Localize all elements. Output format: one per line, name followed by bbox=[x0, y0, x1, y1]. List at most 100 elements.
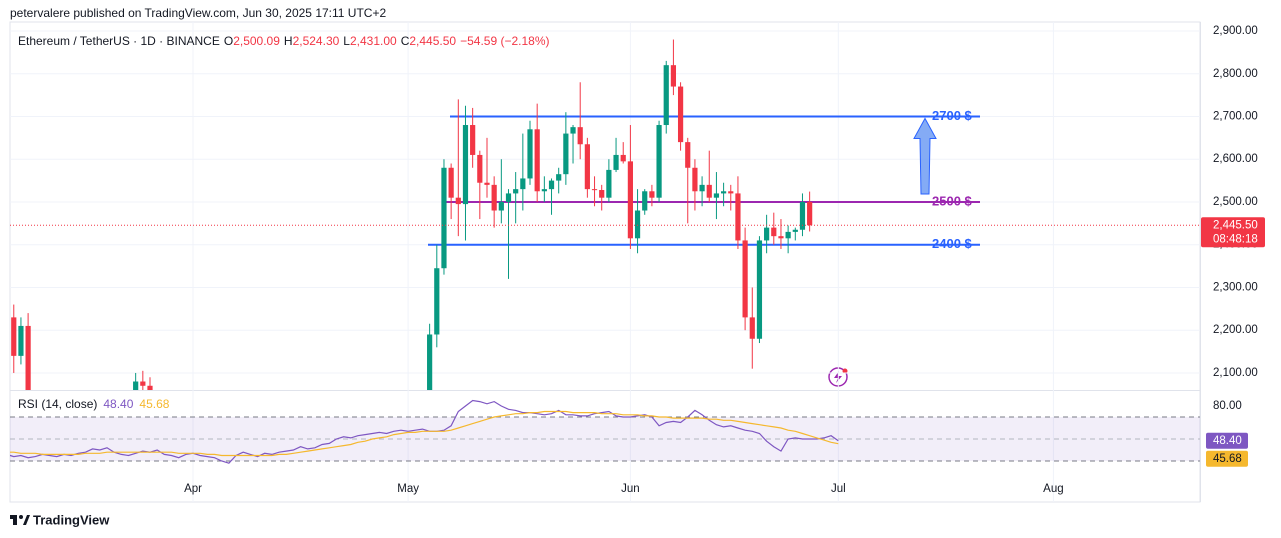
candle-body bbox=[620, 154, 626, 162]
candle-body bbox=[749, 317, 755, 339]
candle-body bbox=[477, 154, 483, 183]
candle-body bbox=[491, 184, 497, 211]
candle-body bbox=[11, 317, 17, 356]
candle-body bbox=[677, 86, 684, 143]
candle-body bbox=[663, 65, 669, 126]
target-arrow bbox=[913, 117, 937, 195]
y-tick-label: 2,900.00 bbox=[1213, 25, 1258, 37]
candle-body bbox=[140, 381, 146, 386]
publisher: petervalere published on TradingView.com… bbox=[10, 6, 386, 20]
candle-body bbox=[513, 189, 519, 194]
countdown-label: 08:48:18 bbox=[1213, 233, 1258, 245]
y-tick-label: 2,200.00 bbox=[1213, 324, 1258, 336]
rsi-title: RSI (14, close) bbox=[18, 397, 97, 411]
y-tick-label: 2,700.00 bbox=[1213, 111, 1258, 123]
change: −54.59 (−2.18%) bbox=[460, 34, 549, 48]
price-pane bbox=[11, 39, 980, 390]
candle-body bbox=[792, 229, 798, 232]
ohlc-value: 2,500.09 bbox=[233, 34, 280, 48]
x-tick-label: Jun bbox=[621, 483, 640, 495]
rsi-legend-value: 48.40 bbox=[103, 397, 133, 411]
candle-body bbox=[742, 240, 748, 318]
rsi-value-tag-label: 48.40 bbox=[1213, 435, 1242, 447]
candle-body bbox=[778, 236, 784, 239]
candle-body bbox=[541, 189, 547, 192]
candle-body bbox=[455, 197, 461, 205]
candle-body bbox=[735, 193, 741, 241]
candle-body bbox=[584, 144, 590, 190]
ohlc-key: H bbox=[284, 34, 293, 48]
grid bbox=[10, 30, 1200, 374]
rsi-legend-value: 45.68 bbox=[139, 397, 169, 411]
candle-body bbox=[18, 325, 24, 356]
candle-body bbox=[147, 385, 153, 390]
y-tick-label: 2,500.00 bbox=[1213, 196, 1258, 208]
candle-body bbox=[441, 167, 447, 269]
ohlc-key: O bbox=[224, 34, 233, 48]
rsi-value-tag-label: 45.68 bbox=[1213, 453, 1242, 465]
level-label: 2700 $ bbox=[932, 108, 973, 123]
ohlc-key: C bbox=[401, 34, 410, 48]
candle-body bbox=[505, 193, 512, 202]
x-tick-label: Apr bbox=[184, 483, 202, 495]
last-price-label: 2,445.50 bbox=[1213, 219, 1258, 231]
candle-body bbox=[685, 142, 691, 168]
ohlc-value: 2,524.30 bbox=[293, 34, 340, 48]
candle-body bbox=[799, 201, 806, 230]
candle-body bbox=[548, 180, 555, 190]
candle-body bbox=[634, 210, 641, 239]
candle-body bbox=[670, 65, 677, 87]
candle-body bbox=[649, 191, 655, 198]
rsi-line bbox=[10, 410, 839, 457]
candle-body bbox=[434, 268, 440, 335]
candle-body bbox=[606, 169, 612, 198]
candle-body bbox=[756, 240, 763, 339]
brand: TradingView bbox=[33, 512, 110, 527]
candle-body bbox=[498, 201, 504, 211]
last-price-tag bbox=[1201, 217, 1265, 248]
candle-body bbox=[25, 325, 31, 390]
candle-body bbox=[627, 161, 633, 239]
x-tick-label: Aug bbox=[1043, 483, 1063, 495]
candle-body bbox=[728, 191, 734, 194]
candle-body bbox=[527, 129, 533, 179]
candle-body bbox=[520, 178, 526, 190]
y-tick-label: 2,300.00 bbox=[1213, 281, 1258, 293]
tv-logo bbox=[10, 515, 30, 525]
candle-body bbox=[462, 125, 469, 205]
candle-body bbox=[771, 227, 777, 237]
symbol-title: Ethereum / TetherUS · 1D · BINANCE bbox=[18, 34, 220, 48]
candle-body bbox=[656, 125, 662, 198]
candle-body bbox=[642, 191, 648, 211]
candle-body bbox=[570, 127, 576, 134]
x-tick-label: May bbox=[397, 483, 419, 495]
candle-body bbox=[706, 184, 712, 198]
candle-body bbox=[591, 189, 598, 191]
level-label: 2500 $ bbox=[932, 193, 973, 208]
candle-body bbox=[534, 129, 540, 192]
candle-body bbox=[577, 127, 583, 145]
candle-body bbox=[785, 231, 791, 239]
rsi-value-tag bbox=[1206, 450, 1248, 467]
ohlc-key: L bbox=[343, 34, 350, 48]
candle-body bbox=[448, 167, 454, 198]
x-tick-label: Jul bbox=[831, 483, 846, 495]
candle-body bbox=[427, 334, 433, 390]
candle-body bbox=[556, 174, 562, 181]
level-label: 2400 $ bbox=[932, 236, 973, 251]
candle-body bbox=[713, 193, 720, 198]
candle-body bbox=[699, 184, 705, 192]
candle-body bbox=[563, 133, 569, 175]
y-tick-label: 2,100.00 bbox=[1213, 367, 1258, 379]
candle-body bbox=[470, 125, 476, 155]
rsi-pane bbox=[10, 399, 1200, 464]
y-tick-label: 2,600.00 bbox=[1213, 153, 1258, 165]
y-tick-label: 2,800.00 bbox=[1213, 68, 1258, 80]
candle-body bbox=[764, 227, 770, 241]
candle-body bbox=[692, 167, 698, 192]
ohlc-value: 2,445.50 bbox=[409, 34, 456, 48]
rsi-value-tag bbox=[1206, 432, 1248, 449]
candle-body bbox=[613, 154, 619, 170]
